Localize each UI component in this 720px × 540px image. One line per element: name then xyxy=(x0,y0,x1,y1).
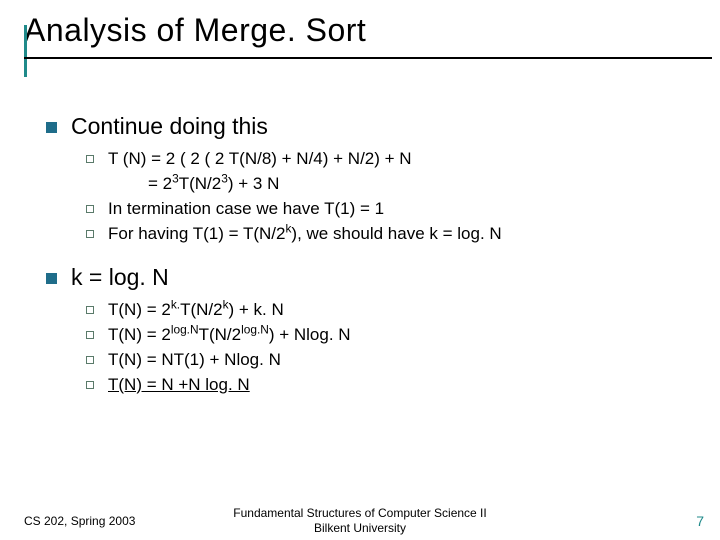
square-bullet-icon xyxy=(46,273,57,284)
sub-item-continuation: = 23T(N/23) + 3 N xyxy=(148,173,692,196)
footer-center: Fundamental Structures of Computer Scien… xyxy=(233,506,486,536)
section-heading: k = log. N xyxy=(46,264,692,291)
sub-item-text: T(N) = NT(1) + Nlog. N xyxy=(108,349,281,372)
sub-item: T(N) = 2log.NT(N/2log.N) + Nlog. N xyxy=(86,324,692,347)
sub-item-text: In termination case we have T(1) = 1 xyxy=(108,198,384,221)
sub-item-text: T(N) = 2k.T(N/2k) + k. N xyxy=(108,299,284,322)
footer-left: CS 202, Spring 2003 xyxy=(24,514,135,528)
sub-item: T(N) = 2k.T(N/2k) + k. N xyxy=(86,299,692,322)
content-area: Continue doing this T (N) = 2 ( 2 ( 2 T(… xyxy=(0,57,720,397)
hollow-square-icon xyxy=(86,356,94,364)
square-bullet-icon xyxy=(46,122,57,133)
sub-item: In termination case we have T(1) = 1 xyxy=(86,198,692,221)
footer-center-line2: Bilkent University xyxy=(233,521,486,536)
sub-item: T(N) = NT(1) + Nlog. N xyxy=(86,349,692,372)
section-heading: Continue doing this xyxy=(46,113,692,140)
footer: CS 202, Spring 2003 Fundamental Structur… xyxy=(0,514,720,528)
footer-center-line1: Fundamental Structures of Computer Scien… xyxy=(233,506,486,521)
sub-item: For having T(1) = T(N/2k), we should hav… xyxy=(86,223,692,246)
hollow-square-icon xyxy=(86,306,94,314)
title-accent-bar xyxy=(24,25,27,77)
hollow-square-icon xyxy=(86,155,94,163)
hollow-square-icon xyxy=(86,230,94,238)
sub-item-text: T(N) = 2log.NT(N/2log.N) + Nlog. N xyxy=(108,324,351,347)
section-heading-text: Continue doing this xyxy=(71,113,268,140)
hollow-square-icon xyxy=(86,331,94,339)
hollow-square-icon xyxy=(86,381,94,389)
title-underline xyxy=(24,57,712,59)
sub-item-text: T(N) = N +N log. N xyxy=(108,374,250,397)
sub-item-text: For having T(1) = T(N/2k), we should hav… xyxy=(108,223,502,246)
sub-list: T (N) = 2 ( 2 ( 2 T(N/8) + N/4) + N/2) +… xyxy=(86,148,692,246)
hollow-square-icon xyxy=(86,205,94,213)
section-heading-text: k = log. N xyxy=(71,264,169,291)
page-number: 7 xyxy=(696,513,704,529)
page-title: Analysis of Merge. Sort xyxy=(24,12,720,49)
sub-list: T(N) = 2k.T(N/2k) + k. N T(N) = 2log.NT(… xyxy=(86,299,692,397)
sub-item: T(N) = N +N log. N xyxy=(86,374,692,397)
sub-item-text: T (N) = 2 ( 2 ( 2 T(N/8) + N/4) + N/2) +… xyxy=(108,148,412,171)
sub-item: T (N) = 2 ( 2 ( 2 T(N/8) + N/4) + N/2) +… xyxy=(86,148,692,171)
